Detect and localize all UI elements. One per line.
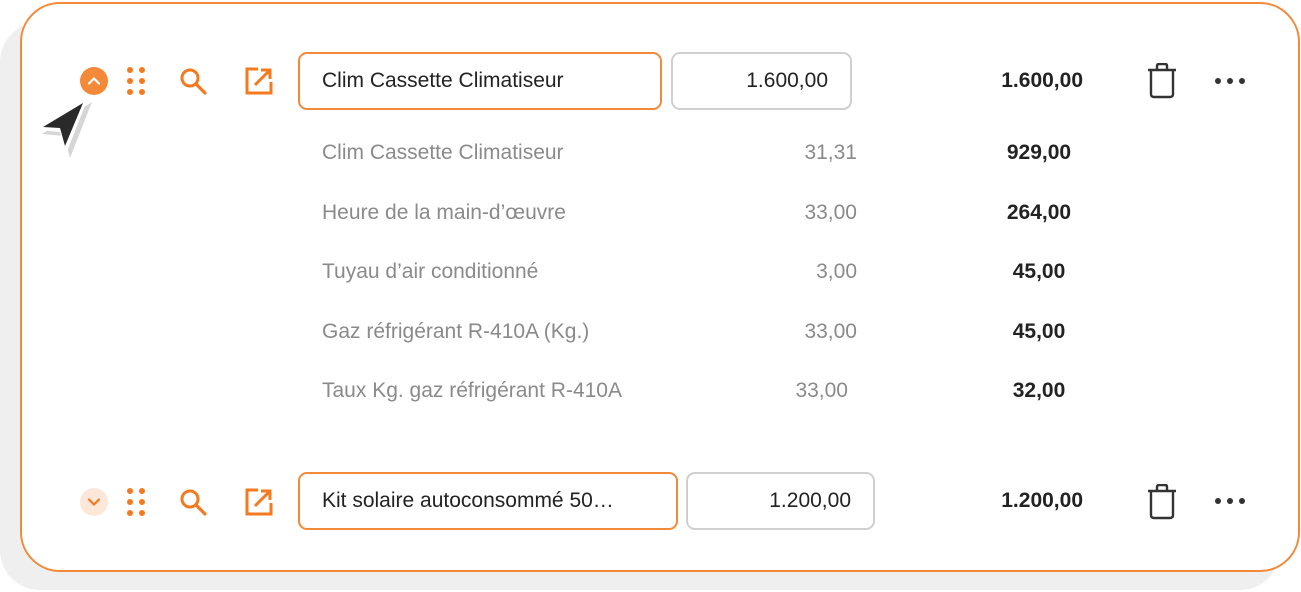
collapse-button[interactable] [80,67,108,95]
component-quantity: 33,00 [804,201,857,224]
item-quantity-input[interactable]: 1.200,00 [686,472,875,530]
expand-button[interactable] [80,488,108,516]
item-name-input[interactable]: Clim Cassette Climatiseur [298,52,662,110]
item-name-input[interactable]: Kit solaire autoconsommé 50… [298,472,678,530]
more-icon[interactable] [1214,496,1246,506]
search-icon[interactable] [178,487,210,519]
drag-handle-icon[interactable] [126,487,148,519]
search-icon[interactable] [178,66,210,98]
drag-handle-icon[interactable] [126,66,148,98]
component-quantity: 3,00 [816,260,857,283]
external-link-icon[interactable] [244,66,274,96]
component-quantity: 31,31 [804,141,857,164]
more-icon[interactable] [1214,76,1246,86]
component-name: Heure de la main-d’œuvre [322,201,566,224]
component-name: Tuyau d’air conditionné [322,260,539,283]
component-name: Clim Cassette Climatiseur [322,141,564,164]
component-total: 264,00 [1006,201,1072,224]
item-total: 1.200,00 [1001,489,1083,512]
component-quantity: 33,00 [795,379,848,402]
component-total: 32,00 [1012,379,1066,402]
component-name: Gaz réfrigérant R-410A (Kg.) [322,320,590,343]
external-link-icon[interactable] [244,487,274,517]
trash-icon[interactable] [1146,484,1178,520]
component-total: 45,00 [1012,320,1066,343]
cursor-icon [38,98,92,158]
trash-icon[interactable] [1146,63,1178,99]
component-name: Taux Kg. gaz réfrigérant R-410A [322,379,622,402]
chevron-down-icon [87,498,101,507]
item-total: 1.600,00 [1001,69,1083,92]
item-quantity-input[interactable]: 1.600,00 [671,52,852,110]
chevron-up-icon [87,76,101,85]
component-quantity: 33,00 [804,320,857,343]
component-total: 45,00 [1012,260,1066,283]
component-total: 929,00 [1006,141,1072,164]
